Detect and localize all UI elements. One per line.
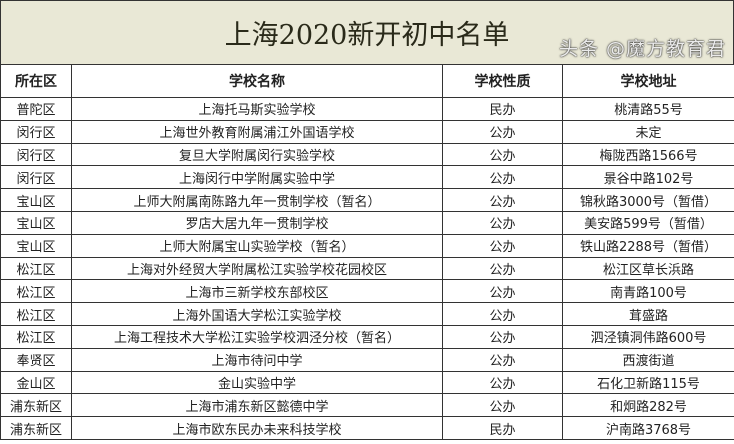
cell-district: 普陀区: [0, 97, 72, 121]
cell-school-address: 景谷中路102号: [562, 165, 734, 190]
cell-school-type: 公办: [442, 210, 563, 235]
cell-district: 松江区: [0, 324, 72, 349]
header-school-address: 学校地址: [562, 64, 734, 98]
page-title: 上海2020新开初中名单: [0, 0, 734, 64]
cell-school-name: 上海外国语大学松江实验学校: [71, 302, 443, 326]
cell-school-type: 公办: [442, 188, 563, 212]
cell-school-address: 泗泾镇洞伟路600号: [562, 324, 734, 349]
cell-school-name: 上师大附属南陈路九年一贯制学校（暂名）: [71, 188, 443, 212]
cell-school-address: 松江区草长浜路: [562, 256, 734, 281]
cell-school-name: 上师大附属宝山实验学校（暂名）: [71, 233, 443, 258]
cell-district: 松江区: [0, 302, 72, 326]
cell-school-address: 铁山路2288号（暂借）: [562, 233, 734, 258]
cell-school-type: 公办: [442, 233, 563, 258]
cell-district: 松江区: [0, 279, 72, 304]
cell-school-address: 和炯路282号: [562, 393, 734, 418]
cell-school-name: 罗店大居九年一贯制学校: [71, 210, 443, 235]
cell-school-type: 公办: [442, 279, 563, 304]
table-row: 金山区 金山实验中学 公办 石化卫新路115号: [0, 370, 734, 395]
cell-school-type: 公办: [442, 324, 563, 349]
cell-school-name: 上海市三新学校东部校区: [71, 279, 443, 304]
header-district: 所在区: [0, 64, 72, 98]
table-row: 奉贤区 上海市待问中学 公办 西渡街道: [0, 347, 734, 372]
table-row: 浦东新区 上海市欧东民办未来科技学校 民办 沪南路3768号: [0, 416, 734, 440]
cell-school-type: 公办: [442, 347, 563, 372]
cell-school-type: 民办: [442, 97, 563, 121]
cell-school-address: 西渡街道: [562, 347, 734, 372]
cell-district: 松江区: [0, 256, 72, 281]
watermark: 头条 @魔方教育君: [558, 38, 726, 60]
cell-district: 宝山区: [0, 210, 72, 235]
cell-school-name: 上海闵行中学附属实验中学: [71, 165, 443, 190]
cell-school-name: 上海市欧东民办未来科技学校: [71, 416, 443, 440]
cell-district: 浦东新区: [0, 393, 72, 418]
school-table: 所在区 学校名称 学校性质 学校地址 普陀区 上海托马斯实验学校 民办 桃清路55号闵…: [0, 64, 734, 440]
header-row: 所在区 学校名称 学校性质 学校地址: [0, 64, 734, 98]
cell-district: 闵行区: [0, 119, 72, 144]
cell-school-address: 锦秋路3000号（暂借）: [562, 188, 734, 212]
cell-school-type: 公办: [442, 393, 563, 418]
table-row: 松江区 上海对外经贸大学附属松江实验学校花园校区 公办 松江区草长浜路: [0, 256, 734, 281]
cell-school-type: 公办: [442, 370, 563, 395]
cell-school-name: 上海市待问中学: [71, 347, 443, 372]
header-school-type: 学校性质: [442, 64, 563, 98]
cell-school-type: 公办: [442, 165, 563, 190]
cell-district: 奉贤区: [0, 347, 72, 372]
table-row: 宝山区 罗店大居九年一贯制学校 公办 美安路599号（暂借）: [0, 210, 734, 235]
table-row: 闵行区 上海闵行中学附属实验中学 公办 景谷中路102号: [0, 165, 734, 190]
cell-district: 宝山区: [0, 233, 72, 258]
cell-school-type: 公办: [442, 142, 563, 167]
cell-district: 浦东新区: [0, 416, 72, 440]
table-row: 松江区 上海市三新学校东部校区 公办 南青路100号: [0, 279, 734, 304]
cell-school-address: 未定: [562, 119, 734, 144]
cell-school-address: 沪南路3768号: [562, 416, 734, 440]
cell-school-type: 公办: [442, 119, 563, 144]
cell-school-name: 上海对外经贸大学附属松江实验学校花园校区: [71, 256, 443, 281]
table-row: 松江区 上海外国语大学松江实验学校 公办 茸盛路: [0, 302, 734, 326]
cell-school-address: 南青路100号: [562, 279, 734, 304]
cell-district: 闵行区: [0, 142, 72, 167]
table-row: 宝山区 上师大附属南陈路九年一贯制学校（暂名） 公办 锦秋路3000号（暂借）: [0, 188, 734, 212]
table-row: 闵行区 上海世外教育附属浦江外国语学校 公办 未定: [0, 119, 734, 144]
cell-school-name: 上海工程技术大学松江实验学校泗泾分校（暂名）: [71, 324, 443, 349]
table-row: 浦东新区 上海市浦东新区懿德中学 公办 和炯路282号: [0, 393, 734, 418]
table-row: 普陀区 上海托马斯实验学校 民办 桃清路55号: [0, 97, 734, 121]
table-row: 松江区 上海工程技术大学松江实验学校泗泾分校（暂名） 公办 泗泾镇洞伟路600号: [0, 324, 734, 349]
cell-school-address: 梅陇西路1566号: [562, 142, 734, 167]
table-row: 宝山区 上师大附属宝山实验学校（暂名） 公办 铁山路2288号（暂借）: [0, 233, 734, 258]
cell-school-address: 桃清路55号: [562, 97, 734, 121]
cell-school-name: 复旦大学附属闵行实验学校: [71, 142, 443, 167]
cell-school-type: 公办: [442, 256, 563, 281]
header-school-name: 学校名称: [71, 64, 443, 98]
cell-school-name: 上海托马斯实验学校: [71, 97, 443, 121]
cell-district: 金山区: [0, 370, 72, 395]
cell-school-name: 上海世外教育附属浦江外国语学校: [71, 119, 443, 144]
table-row: 闵行区 复旦大学附属闵行实验学校 公办 梅陇西路1566号: [0, 142, 734, 167]
cell-school-type: 公办: [442, 302, 563, 326]
cell-district: 宝山区: [0, 188, 72, 212]
cell-school-name: 金山实验中学: [71, 370, 443, 395]
cell-school-address: 茸盛路: [562, 302, 734, 326]
cell-school-type: 民办: [442, 416, 563, 440]
cell-district: 闵行区: [0, 165, 72, 190]
cell-school-address: 石化卫新路115号: [562, 370, 734, 395]
cell-school-name: 上海市浦东新区懿德中学: [71, 393, 443, 418]
cell-school-address: 美安路599号（暂借）: [562, 210, 734, 235]
